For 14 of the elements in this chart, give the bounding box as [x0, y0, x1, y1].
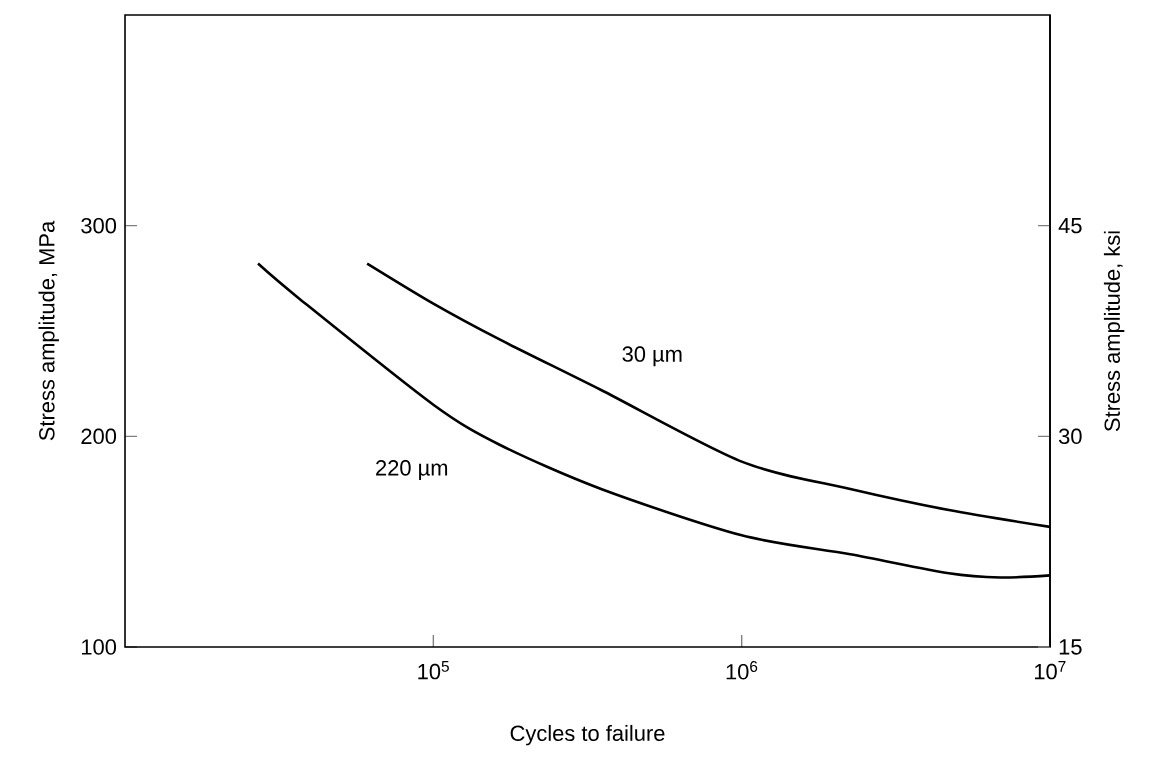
annotation: 30 µm: [622, 346, 682, 367]
y-tick-label: 100: [82, 639, 117, 655]
x-tick-label: 10$^{6}$: [726, 661, 758, 680]
y-axis-title: Stress amplitude, MPa: [38, 220, 59, 441]
y2-axis-title: Stress amplitude, ksi: [1103, 231, 1125, 432]
y2-tick-label: 15: [1059, 639, 1082, 655]
x-tick-label: 10$^{7}$: [1035, 661, 1066, 680]
y-tick-label: 300: [81, 217, 117, 234]
y-tick-label: 200: [81, 428, 117, 445]
y2-tick-label: 45: [1058, 218, 1082, 234]
x-tick-label: 10$^{5}$: [418, 661, 449, 680]
annotation: 220 µm: [376, 460, 448, 480]
y2-tick-label: 30: [1058, 428, 1082, 445]
x-axis-title: Cycles to failure: [510, 724, 665, 746]
